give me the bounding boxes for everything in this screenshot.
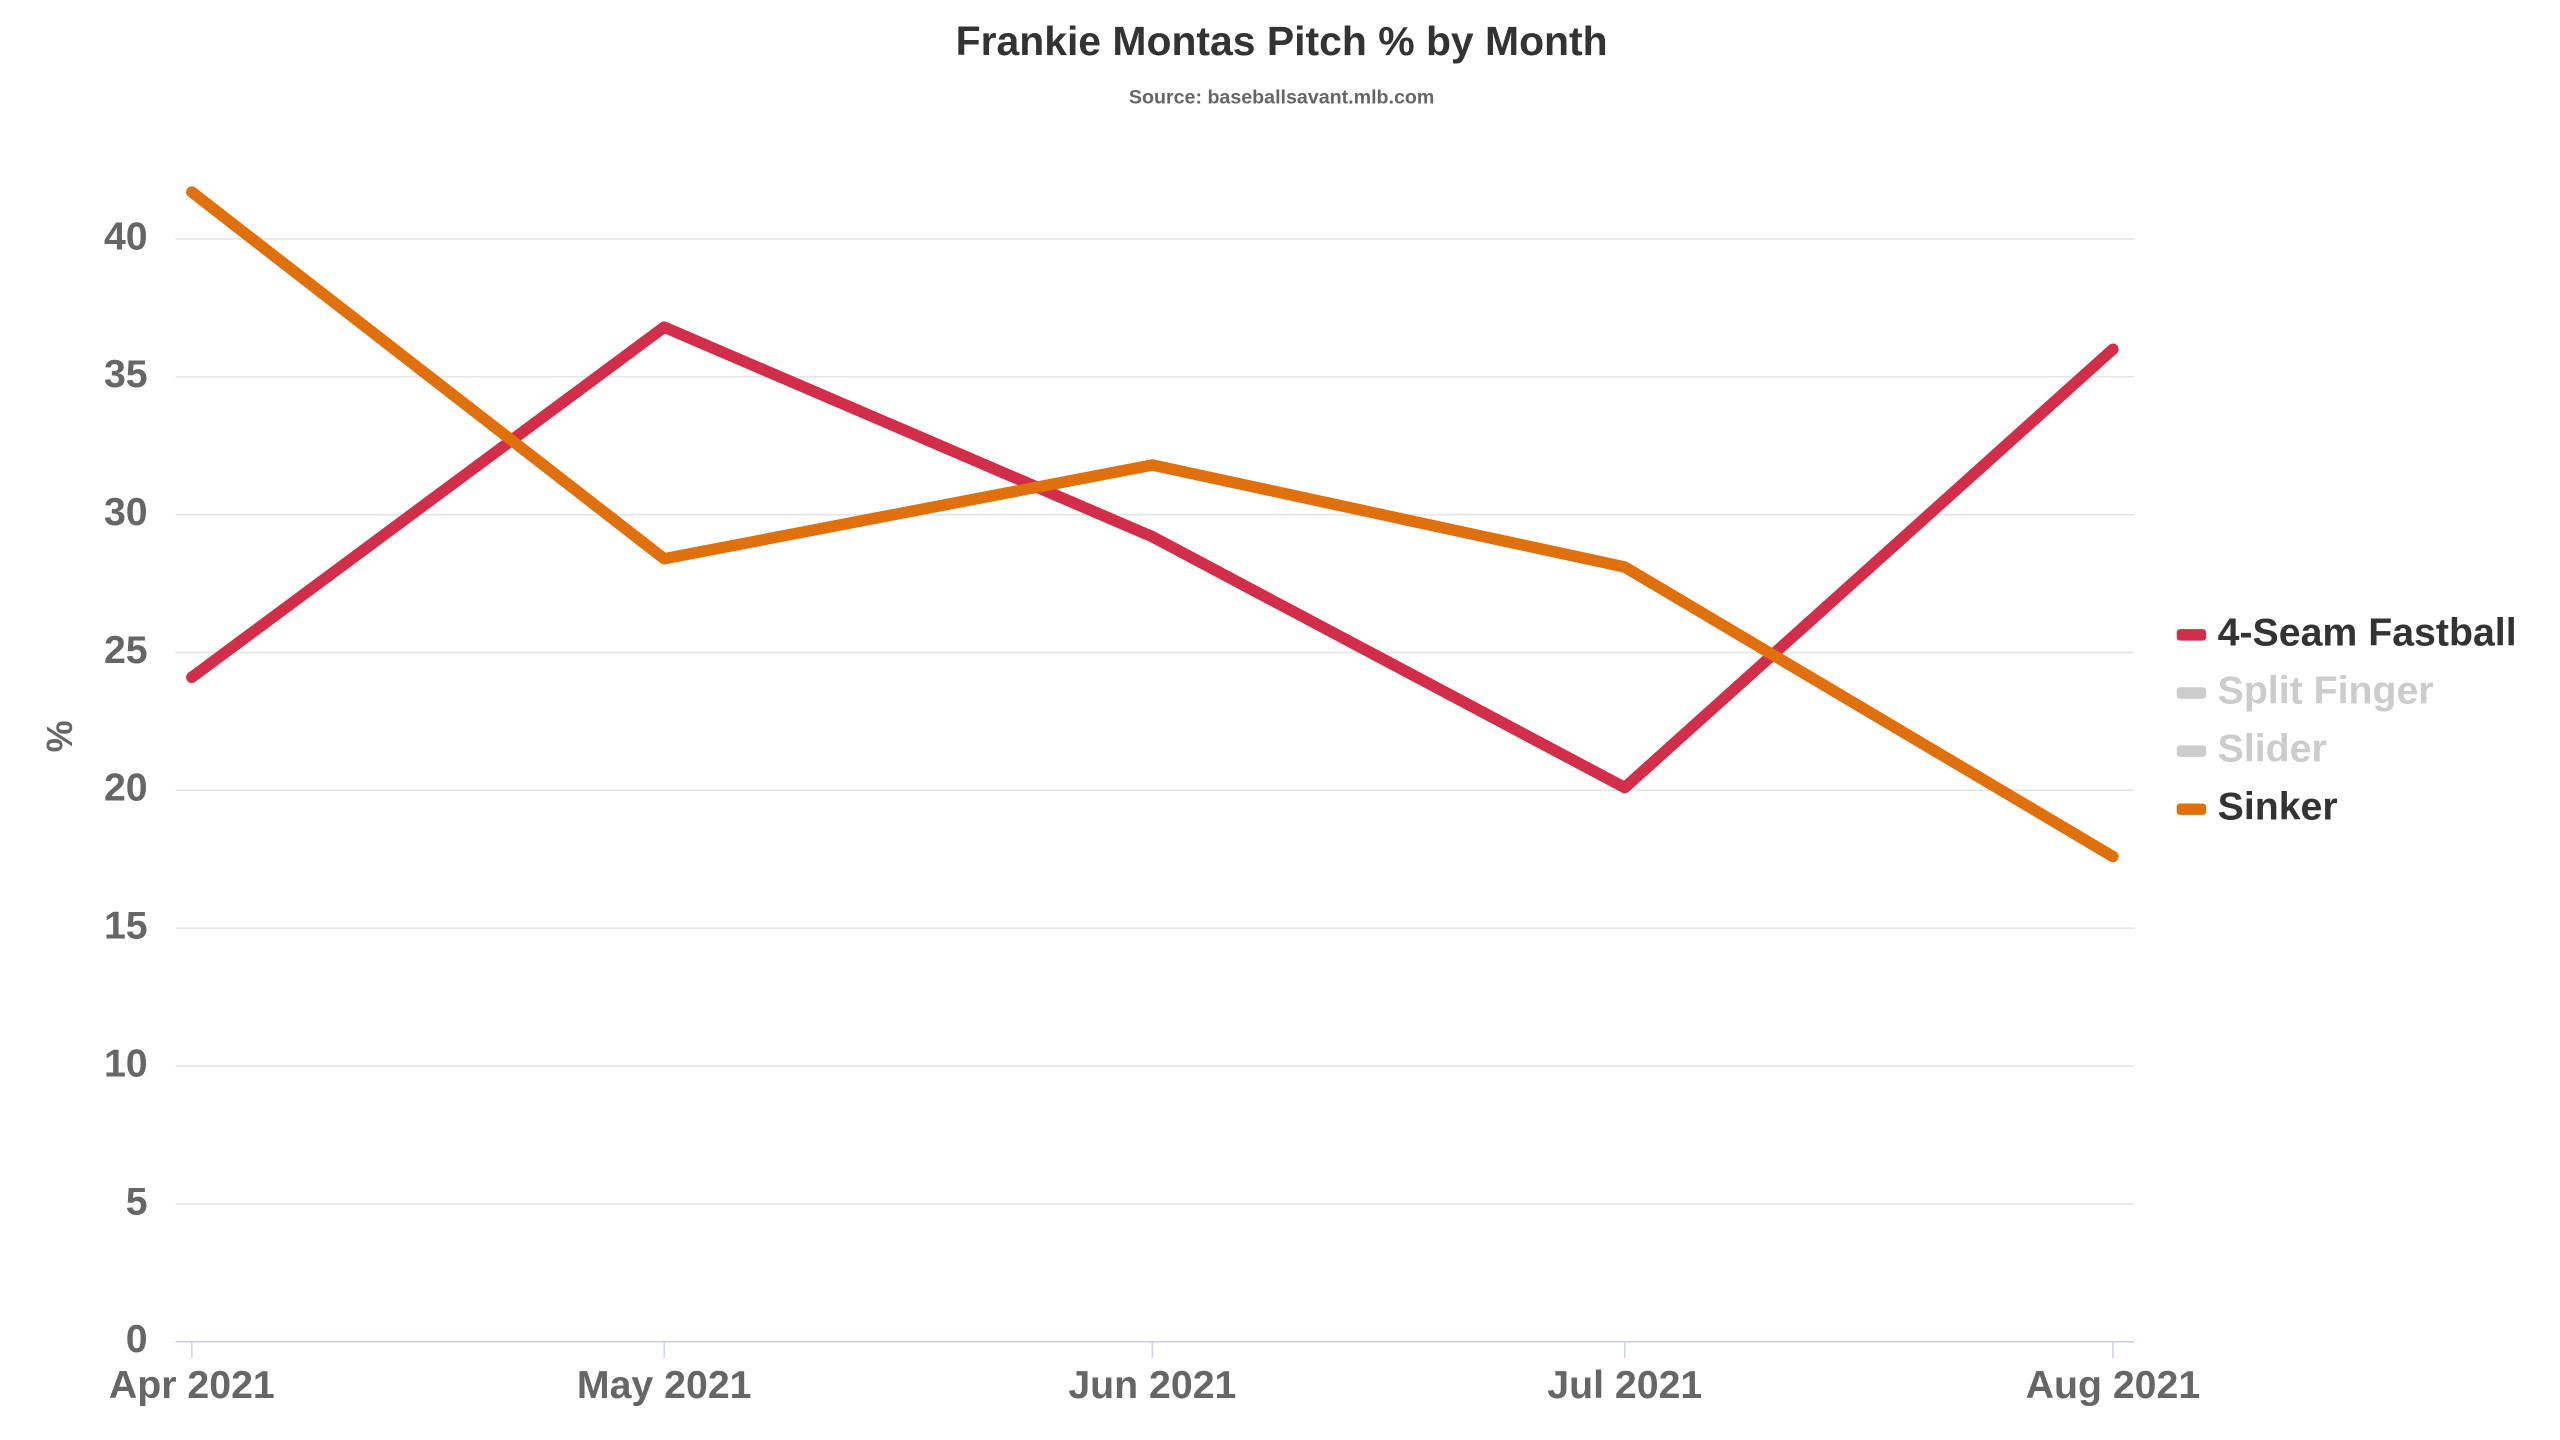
y-axis-label: %	[39, 720, 80, 752]
series-line	[186, 321, 2119, 794]
y-tick-label: 0	[126, 1317, 148, 1361]
y-tick-label: 15	[104, 904, 148, 948]
legend-label[interactable]: 4-Seam Fastball	[2218, 610, 2517, 654]
legend-swatch[interactable]	[2176, 745, 2207, 757]
chart-title: Frankie Montas Pitch % by Month	[956, 18, 1608, 64]
legend-swatch[interactable]	[2176, 629, 2207, 641]
y-tick-label: 30	[104, 490, 148, 534]
y-tick-label: 40	[104, 214, 148, 258]
x-tick-label: Jun 2021	[1068, 1363, 1236, 1407]
legend-label[interactable]: Sinker	[2218, 785, 2338, 829]
y-tick-label: 10	[104, 1041, 148, 1085]
y-tick-label: 20	[104, 766, 148, 810]
legend-label[interactable]: Slider	[2218, 726, 2327, 770]
x-tick-label: Aug 2021	[2026, 1363, 2201, 1407]
chart-subtitle: Source: baseballsavant.mlb.com	[1129, 86, 1434, 108]
legend-swatch[interactable]	[2176, 803, 2207, 815]
x-tick-label: Jul 2021	[1547, 1363, 1702, 1407]
series-line	[186, 186, 2119, 863]
y-tick-label: 35	[104, 352, 148, 396]
x-tick-label: May 2021	[577, 1363, 752, 1407]
x-tick-label: Apr 2021	[109, 1363, 275, 1407]
legend-label[interactable]: Split Finger	[2218, 668, 2434, 712]
legend-swatch[interactable]	[2176, 687, 2207, 699]
y-tick-label: 25	[104, 628, 148, 672]
y-tick-label: 5	[126, 1179, 148, 1223]
